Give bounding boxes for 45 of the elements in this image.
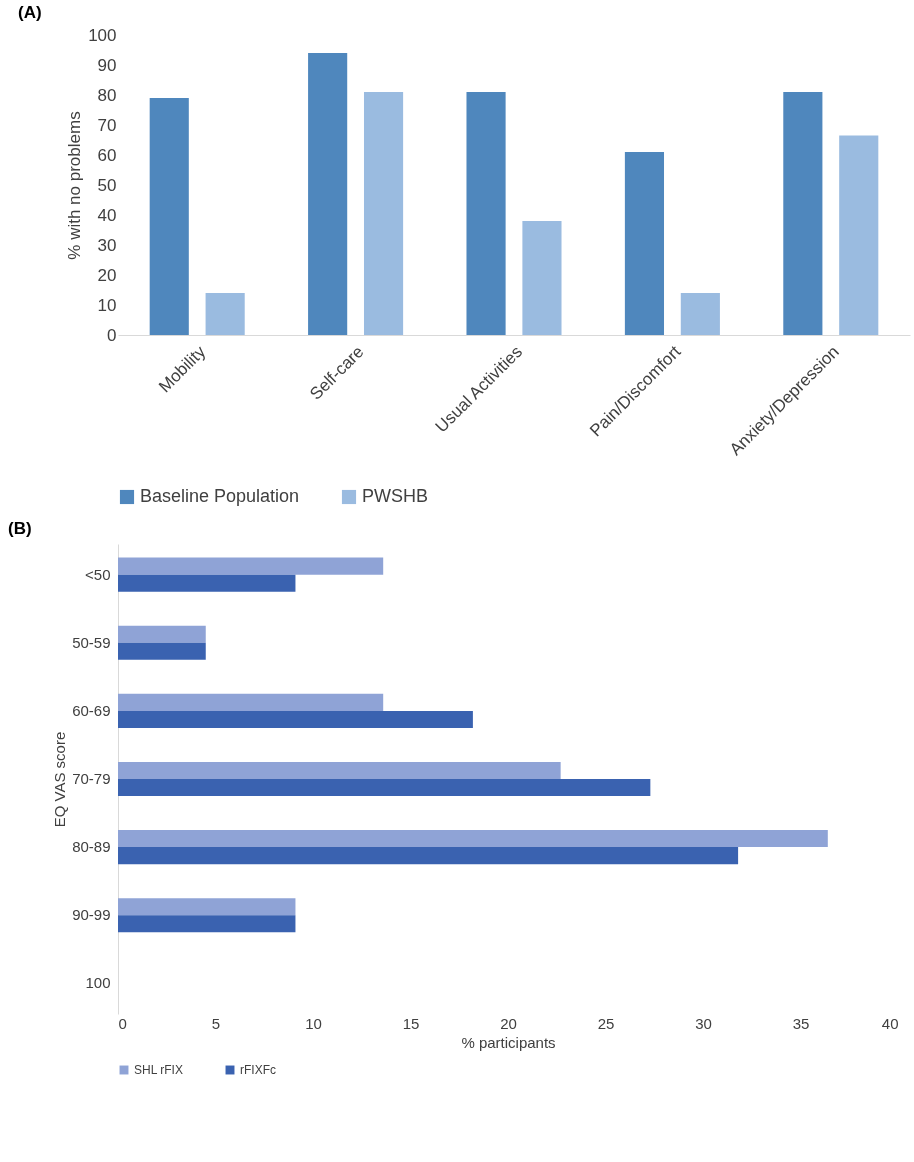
- bar: [149, 98, 189, 335]
- y-tick-label: 0: [107, 325, 117, 345]
- x-tick-label: 20: [500, 1014, 517, 1032]
- y-tick-label: 10: [97, 295, 117, 315]
- bar: [205, 293, 245, 335]
- x-tick-label: 30: [695, 1014, 712, 1032]
- legend-label: Baseline Population: [140, 486, 300, 506]
- y-tick-label: 70: [97, 115, 117, 135]
- y-tick-label: 100: [88, 25, 117, 45]
- y-tick-label: 70-79: [72, 770, 111, 787]
- bar: [308, 53, 348, 335]
- bar: [839, 135, 879, 335]
- bar: [783, 92, 823, 335]
- x-tick-label: 35: [792, 1014, 810, 1032]
- x-axis-title: % participants: [461, 1033, 556, 1051]
- y-tick-label: 90-99: [72, 906, 111, 924]
- y-tick-label: 40: [97, 205, 117, 225]
- x-tick-label: 5: [211, 1014, 221, 1032]
- x-tick-label: 25: [597, 1014, 615, 1032]
- chart-title: (A): [18, 3, 42, 22]
- legend-label: PWSHB: [362, 486, 429, 506]
- bar: [522, 221, 562, 335]
- chart-title: (B): [8, 519, 32, 538]
- y-tick-label: 90: [97, 55, 117, 75]
- legend-label: rFIXFc: [240, 1063, 276, 1077]
- x-tick-label: 15: [402, 1014, 420, 1032]
- y-tick-label: 20: [97, 265, 117, 285]
- bar: [466, 92, 506, 335]
- y-axis-title: % with no problems: [65, 111, 85, 260]
- y-tick-label: 30: [97, 235, 117, 255]
- y-tick-label: 60: [97, 145, 117, 165]
- x-tick-label: 40: [881, 1014, 899, 1032]
- legend-label: SHL rFIX: [134, 1063, 183, 1077]
- x-tick-label: 10: [305, 1014, 322, 1032]
- y-tick-label: 80-89: [72, 838, 111, 856]
- bar: [624, 152, 665, 335]
- y-tick-label: 60-69: [72, 701, 111, 719]
- y-tick-label: 50: [97, 175, 117, 195]
- y-tick-label: 50-59: [72, 633, 111, 651]
- bar: [680, 293, 720, 335]
- y-tick-label: 100: [85, 974, 111, 992]
- y-tick-label: <50: [85, 565, 111, 583]
- y-axis-title: EQ VAS score: [51, 731, 69, 828]
- y-tick-label: 80: [97, 85, 117, 105]
- bar: [363, 92, 404, 335]
